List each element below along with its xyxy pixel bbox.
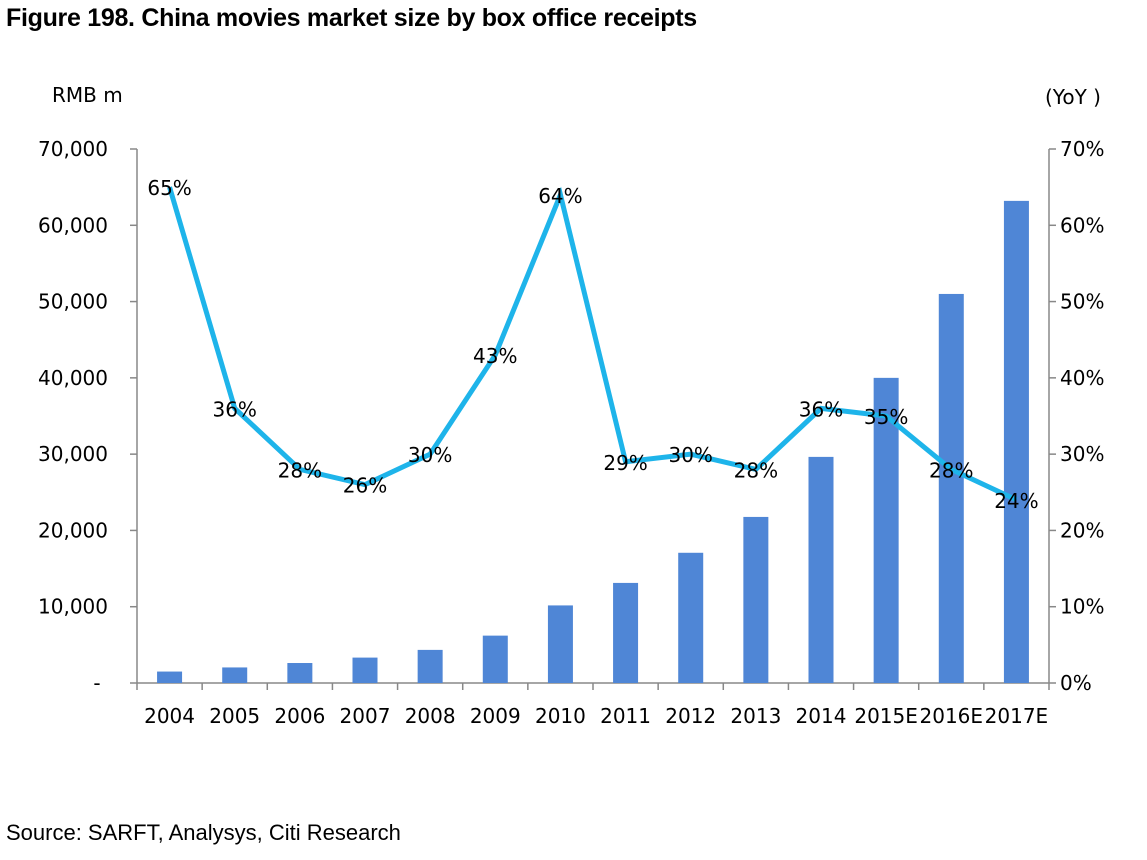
bar xyxy=(482,635,508,683)
axes xyxy=(130,148,1056,690)
bar xyxy=(222,667,248,683)
bar xyxy=(1003,200,1029,684)
bar xyxy=(613,582,639,683)
x-tick-label: 2008 xyxy=(405,704,456,728)
bar xyxy=(547,605,573,683)
source-note: Source: SARFT, Analysys, Citi Research xyxy=(6,820,401,845)
bar xyxy=(873,377,899,683)
x-tick-label: 2015E xyxy=(854,704,918,728)
right-tick-label: 60% xyxy=(1060,213,1104,237)
left-tick-label: 60,000 xyxy=(38,213,108,237)
bar xyxy=(157,671,183,683)
x-tick-label: 2004 xyxy=(144,704,195,728)
bar xyxy=(743,516,769,683)
left-tick-label: 10,000 xyxy=(38,595,108,619)
yoy-data-label: 35% xyxy=(864,405,908,429)
yoy-data-label: 28% xyxy=(929,458,973,482)
left-tick-label: 50,000 xyxy=(38,290,108,314)
right-tick-label: 50% xyxy=(1060,290,1104,314)
x-tick-label: 2014 xyxy=(796,704,847,728)
bar xyxy=(678,552,704,683)
x-tick-label: 2011 xyxy=(600,704,651,728)
x-tick-label: 2005 xyxy=(209,704,260,728)
bar xyxy=(938,293,964,683)
yoy-data-label: 64% xyxy=(538,184,582,208)
yoy-data-label: 65% xyxy=(147,176,191,200)
right-tick-label: 20% xyxy=(1060,518,1104,542)
right-axis-label: (YoY ) xyxy=(1045,85,1101,109)
left-tick-label: 70,000 xyxy=(38,137,108,161)
x-tick-label: 2012 xyxy=(665,704,716,728)
x-tick-label: 2010 xyxy=(535,704,586,728)
right-tick-label: 70% xyxy=(1060,137,1104,161)
x-tick-label: 2009 xyxy=(470,704,521,728)
yoy-data-label: 30% xyxy=(668,443,712,467)
bar-series xyxy=(157,200,1029,684)
yoy-data-label: 43% xyxy=(473,344,517,368)
yoy-data-label: 24% xyxy=(994,489,1038,513)
yoy-data-label: 28% xyxy=(734,458,778,482)
yoy-data-label: 28% xyxy=(278,458,322,482)
bar xyxy=(352,657,378,683)
x-tick-label: 2017E xyxy=(985,704,1049,728)
yoy-data-label: 29% xyxy=(603,451,647,475)
left-tick-label: 20,000 xyxy=(38,518,108,542)
yoy-data-label: 30% xyxy=(408,443,452,467)
yoy-data-label: 26% xyxy=(343,474,387,498)
right-tick-label: 10% xyxy=(1060,595,1104,619)
figure-title: Figure 198. China movies market size by … xyxy=(6,4,697,32)
yoy-data-label: 36% xyxy=(799,397,843,421)
tick-labels: - 0% 10,000 10% 20,000 20% 30,000 30% 40,000 40% 5… xyxy=(38,137,1104,728)
data-labels: 65% 36% 28% 26% 30% 43% 64% 29% 30% 28% 36% 35% 28% 2… xyxy=(147,176,1038,513)
yoy-data-label: 36% xyxy=(212,397,256,421)
left-tick-label: 40,000 xyxy=(38,366,108,390)
line-series xyxy=(167,186,1018,503)
right-tick-label: 0% xyxy=(1060,671,1092,695)
x-tick-label: 2006 xyxy=(274,704,325,728)
left-axis-label: RMB m xyxy=(52,83,123,107)
yoy-line xyxy=(167,186,1018,503)
left-tick-label: - xyxy=(93,671,100,695)
bar xyxy=(287,663,313,683)
x-tick-label: 2013 xyxy=(730,704,781,728)
bar xyxy=(808,456,834,683)
right-tick-label: 30% xyxy=(1060,442,1104,466)
right-tick-label: 40% xyxy=(1060,366,1104,390)
x-tick-label: 2007 xyxy=(340,704,391,728)
x-tick-label: 2016E xyxy=(920,704,984,728)
bar xyxy=(417,649,443,683)
left-tick-label: 30,000 xyxy=(38,442,108,466)
